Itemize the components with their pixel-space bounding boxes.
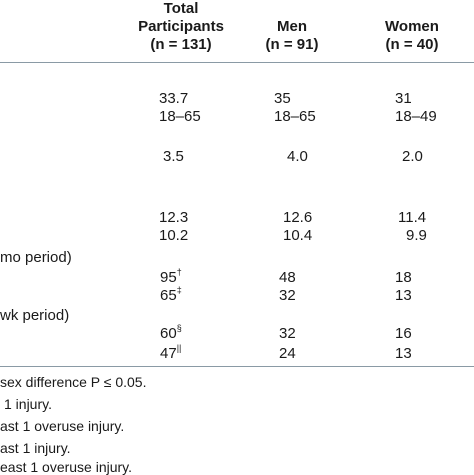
table-row: 10.2 10.4 9.9 [0, 227, 474, 244]
cell-women: 2.0 [402, 148, 423, 165]
footnote: east 1 overuse injury. [0, 459, 133, 475]
table-row: 3.5 4.0 2.0 [0, 148, 474, 165]
header-rule [0, 62, 474, 63]
cell-women: 9.9 [406, 227, 427, 244]
cell-men: 24 [279, 345, 296, 362]
header-men-label: Men [277, 18, 307, 35]
cell-total: 95† [160, 267, 182, 287]
footnote: 1 injury. [4, 396, 52, 412]
footnote-marker: || [176, 343, 182, 353]
cell-women: 16 [395, 325, 412, 342]
header-women-label: Women [385, 18, 439, 35]
footnote-marker: § [176, 323, 182, 333]
footnote: sex difference P ≤ 0.05. [0, 374, 147, 390]
footnote-marker: ‡ [176, 285, 182, 295]
header-total: Total Participants (n = 131) [126, 0, 236, 54]
cell-men: 18–65 [274, 108, 316, 125]
cell-total: 33.7 [159, 90, 189, 107]
cell-total-value: 65 [160, 287, 177, 304]
header-total-n: (n = 131) [150, 36, 212, 53]
cell-men: 12.6 [283, 209, 313, 226]
cell-men: 32 [279, 287, 296, 304]
table-row: 18–65 18–65 18–49 [0, 108, 474, 125]
table-row: 12.3 12.6 11.4 [0, 209, 474, 226]
cell-total: 60§ [160, 323, 182, 343]
cell-women: 11.4 [398, 209, 427, 226]
header-women: Women (n = 40) [372, 18, 452, 54]
cell-women: 18–49 [395, 108, 437, 125]
cell-total: 65‡ [160, 285, 182, 305]
cell-men: 4.0 [287, 148, 308, 165]
group-label: mo period) [0, 249, 72, 266]
cell-women: 13 [395, 345, 412, 362]
table-row: 33.7 35 31 [0, 90, 474, 107]
cell-women: 31 [395, 90, 412, 107]
cell-men: 48 [279, 269, 296, 286]
cell-women: 13 [395, 287, 412, 304]
cell-women: 18 [395, 269, 412, 286]
cell-total: 3.5 [163, 148, 184, 165]
cell-total: 10.2 [159, 227, 189, 244]
cell-total-value: 95 [160, 269, 177, 286]
cell-men: 35 [274, 90, 291, 107]
table-row: 60§ 32 16 [0, 323, 474, 343]
cell-men: 10.4 [283, 227, 313, 244]
cell-total: 18–65 [159, 108, 201, 125]
cell-total: 47|| [160, 343, 182, 363]
table-row: 47|| 24 13 [0, 343, 474, 363]
cell-total: 12.3 [159, 209, 189, 226]
header-men-n: (n = 91) [265, 36, 319, 53]
footnote: ast 1 injury. [0, 440, 71, 456]
header-total-line1: Total [163, 0, 199, 17]
header-men: Men (n = 91) [252, 18, 332, 54]
group-label: wk period) [0, 307, 70, 324]
cell-total-value: 60 [160, 325, 177, 342]
footer-rule [0, 366, 474, 367]
table-row: 95† 48 18 [0, 267, 474, 287]
footnote-marker: † [176, 267, 182, 277]
header-women-n: (n = 40) [385, 36, 439, 53]
cell-total-value: 47 [160, 345, 177, 362]
footnote: ast 1 overuse injury. [0, 418, 125, 434]
cell-men: 32 [279, 325, 296, 342]
table-row: 65‡ 32 13 [0, 285, 474, 305]
header-total-line2: Participants [138, 18, 224, 35]
